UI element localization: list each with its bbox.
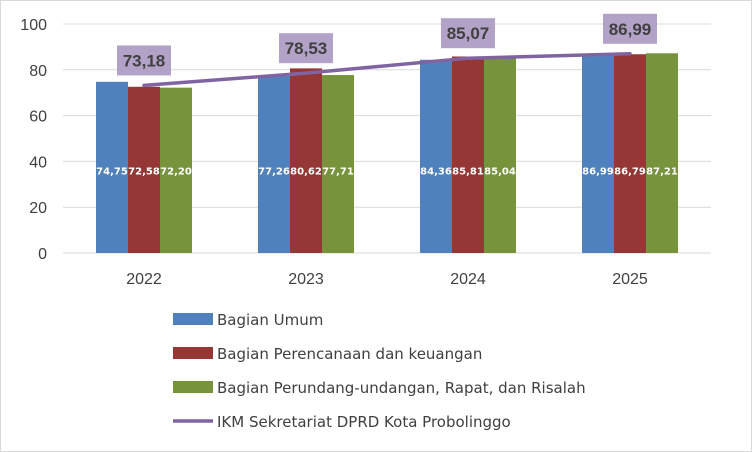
ikm-label-box — [441, 18, 495, 49]
ikm-data-label: 78,53 — [285, 39, 328, 58]
y-tick-label: 40 — [29, 154, 47, 171]
legend-entry: Bagian Perundang-undangan, Rapat, dan Ri… — [217, 379, 586, 397]
bar-2023-series-2 — [290, 68, 322, 253]
x-tick-label: 2024 — [450, 271, 486, 288]
y-tick-label: 0 — [38, 246, 47, 263]
ikm-label-box — [603, 13, 657, 44]
bar-2025-series-3 — [646, 53, 678, 254]
bar-2024-series-2 — [452, 56, 484, 253]
x-tick-label: 2025 — [612, 271, 648, 288]
ikm-data-label: 86,99 — [609, 20, 652, 39]
bar-labels: 74,75 72,58 72,20 77,26 80,62 77,71 84,36 85,81… — [96, 166, 678, 177]
legend-entry: Bagian Perencanaan dan keuangan — [217, 345, 482, 363]
legend-swatch — [173, 381, 213, 393]
y-axis: 0 20 40 60 80 100 — [20, 17, 47, 263]
bar-2022-series-3 — [160, 87, 192, 253]
bar-2023-series-1 — [258, 76, 290, 253]
x-axis: 2022 2023 2024 2025 — [126, 271, 648, 288]
legend-entry: IKM Sekretariat DPRD Kota Probolinggo — [217, 413, 511, 431]
legend-entry: Bagian Umum — [217, 311, 323, 329]
ikm-data-label: 73,18 — [123, 51, 166, 70]
bar-data-label: 77,71 — [322, 166, 354, 177]
bar-data-label: 77,26 — [258, 166, 290, 177]
bar-data-label: 72,58 — [128, 166, 160, 177]
bars — [96, 53, 678, 254]
ikm-line-path — [142, 52, 632, 88]
legend: Bagian Umum Bagian Perencanaan dan keuang… — [173, 311, 586, 431]
bar-2023-series-3 — [322, 75, 354, 253]
y-tick-label: 60 — [29, 109, 47, 126]
bar-data-label: 80,62 — [290, 166, 322, 177]
bar-data-label: 85,04 — [484, 166, 516, 177]
bar-2024-series-1 — [420, 59, 452, 254]
bar-data-label: 84,36 — [420, 166, 452, 177]
ikm-line — [142, 52, 632, 88]
bar-2024-series-3 — [484, 58, 516, 254]
bar-data-label: 86,79 — [614, 166, 646, 177]
ikm-data-label: 85,07 — [447, 24, 490, 43]
line-labels: 73,18 78,53 85,07 86,99 — [117, 13, 657, 76]
x-tick-label: 2023 — [288, 271, 324, 288]
bar-data-label: 86,99 — [582, 166, 614, 177]
bar-data-label: 87,21 — [646, 166, 678, 177]
legend-swatch — [173, 313, 213, 325]
legend-swatch — [173, 347, 213, 359]
bar-2022-series-1 — [96, 81, 128, 253]
bar-2025-series-2 — [614, 54, 646, 253]
bar-2022-series-2 — [128, 86, 160, 253]
bar-data-label: 72,20 — [160, 166, 192, 177]
ikm-label-box — [279, 33, 333, 64]
bar-data-label: 74,75 — [96, 166, 128, 177]
bar-2025-series-1 — [582, 53, 614, 253]
bar-data-label: 85,81 — [452, 166, 484, 177]
y-tick-label: 100 — [20, 17, 47, 34]
x-tick-label: 2022 — [126, 271, 162, 288]
y-tick-label: 80 — [29, 63, 47, 80]
y-tick-label: 20 — [29, 200, 47, 217]
ikm-label-box — [117, 45, 171, 76]
